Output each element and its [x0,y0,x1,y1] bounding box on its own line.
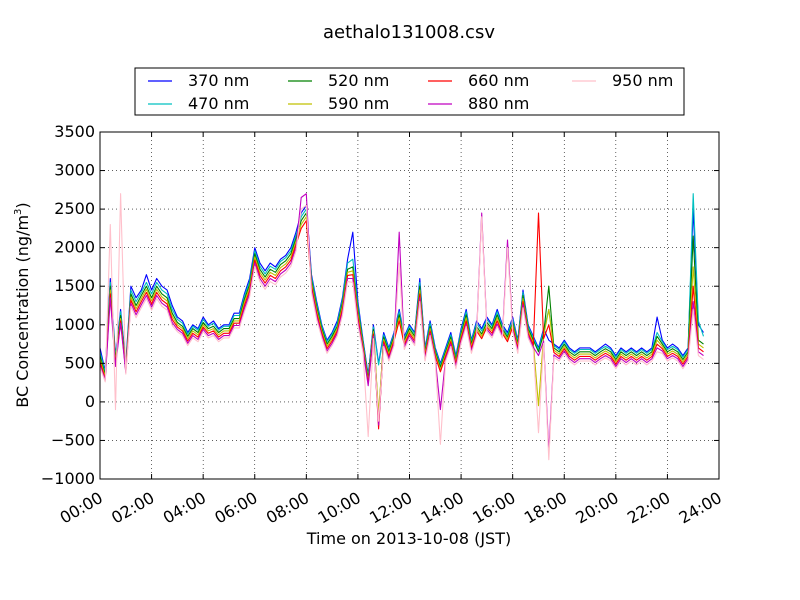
y-tick-label: 2500 [54,199,95,218]
y-axis-label-suffix: ) [13,202,32,208]
legend-label: 520 nm [328,71,389,90]
x-tick-label: 10:00 [314,488,363,528]
legend-label: 880 nm [468,94,529,113]
x-tick-label: 20:00 [572,488,621,528]
series-line-880-nm [99,193,704,453]
x-tick-label: 12:00 [366,488,415,528]
series-line-660-nm [99,212,704,430]
y-tick-label: −500 [51,430,95,449]
legend-label: 470 nm [188,94,249,113]
plot-area [100,132,719,479]
x-tick-label: 04:00 [160,488,209,528]
x-tick-label: 18:00 [521,488,570,528]
y-tick-label: 3500 [54,122,95,141]
y-tick-label: 0 [85,392,95,411]
x-tick-label: 14:00 [418,488,467,528]
y-axis-label: BC Concentration (ng/m3) [13,202,32,407]
legend-label: 590 nm [328,94,389,113]
legend-box [134,67,685,116]
x-tick-label: 08:00 [263,488,312,528]
y-tick-label: 2000 [54,238,95,257]
y-axis-label-superscript: 3 [13,209,24,215]
y-tick-label: 1500 [54,276,95,295]
y-tick-label: −1000 [41,469,95,488]
y-tick-label: 3000 [54,161,95,180]
series-line-590-nm [99,216,704,415]
y-axis-label-main: BC Concentration (ng/m [13,215,32,408]
legend: 370 nm 470 nm 520 nm 590 nm 660 nm 880 nm 950 … [134,67,685,116]
x-tick-label: 16:00 [469,488,518,528]
x-tick-label: 24:00 [676,488,725,528]
x-tick-label: 06:00 [211,488,260,528]
x-axis-label: Time on 2013-10-08 (JST) [306,529,511,548]
y-tick-label: 1000 [54,315,95,334]
x-tick-label: 02:00 [108,488,157,528]
x-tick-label: 22:00 [624,488,673,528]
series-group [99,193,705,461]
series-line-950-nm [99,193,704,461]
y-tick-label: 500 [64,353,95,372]
x-tick-label: 00:00 [57,488,106,528]
legend-label: 370 nm [188,71,249,90]
legend-label: 660 nm [468,71,529,90]
chart-title: aethalo131008.csv [323,22,495,43]
legend-label: 950 nm [612,71,673,90]
